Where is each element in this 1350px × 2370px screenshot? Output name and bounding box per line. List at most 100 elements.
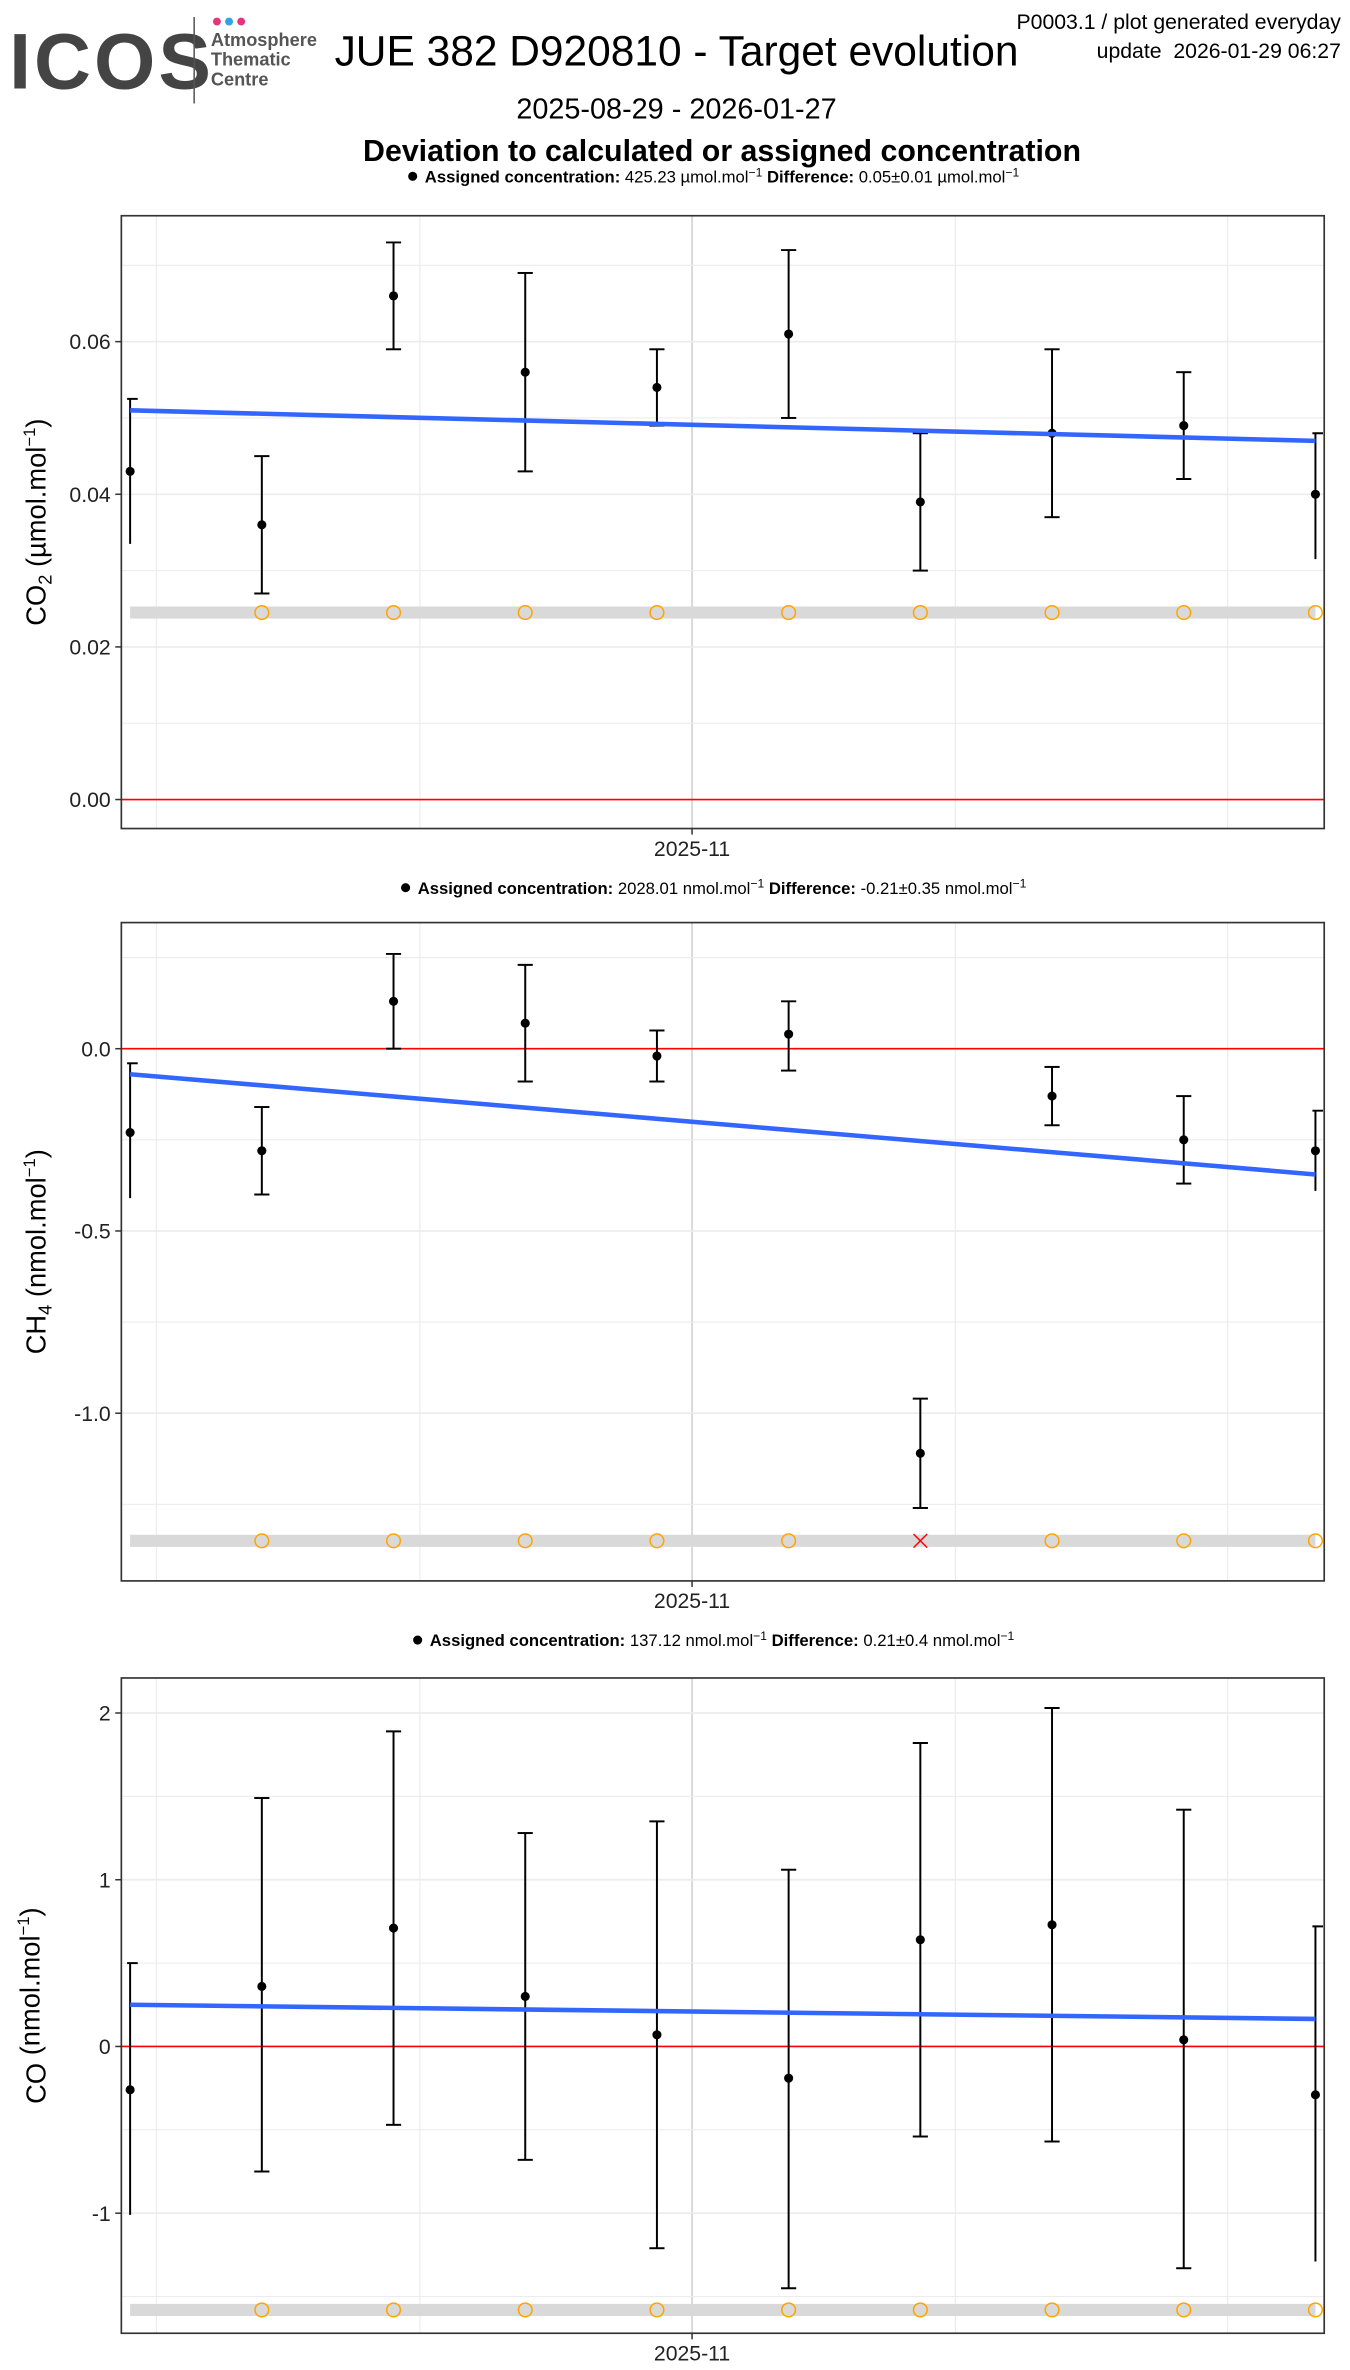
difference-label: Difference: [767, 167, 854, 186]
unit: nmol.mol [933, 1631, 1001, 1650]
data-point [652, 2030, 662, 2040]
unit: nmol.mol [683, 879, 751, 898]
data-point [915, 497, 925, 507]
flag-ok-marker [385, 2302, 402, 2318]
marks [125, 952, 1324, 1549]
plus-minus: ± [899, 879, 908, 898]
plot-area [121, 215, 1325, 829]
marks [125, 241, 1324, 621]
page-title: JUE 382 D920810 - Target evolution [335, 28, 1019, 75]
unit-superscript: −1 [1012, 877, 1026, 891]
difference-uncertainty: 0.35 [908, 879, 940, 898]
species-subscript: 2 [36, 575, 56, 585]
difference-label: Difference: [769, 879, 856, 898]
y-tick-label: 0.00 [69, 789, 110, 812]
data-point [257, 520, 267, 530]
flag-ok-marker [649, 1533, 665, 1549]
unit-close: ) [21, 1149, 52, 1158]
flag-ok-marker [1044, 2302, 1060, 2318]
y-axis-title: CO (nmol.mol−1) [14, 1907, 52, 2103]
data-point [915, 1935, 925, 1945]
species: CH [21, 1315, 52, 1354]
legend-point-icon [401, 883, 411, 893]
unit-close: ) [21, 419, 52, 428]
panel-border [120, 921, 1326, 1582]
logo-dot [212, 17, 221, 26]
trend-line [129, 1071, 1316, 1177]
unit-superscript: −1 [14, 1916, 33, 1935]
flag-ok-marker [912, 2302, 928, 2318]
flag-bad-marker [912, 1533, 928, 1549]
species: CO [21, 2063, 52, 2104]
flag-ok-marker [781, 2302, 797, 2318]
difference-uncertainty: 0.01 [900, 167, 932, 186]
trend-line [130, 408, 1316, 444]
data-point [1310, 1146, 1320, 1156]
flag-ok-marker [1176, 2302, 1192, 2318]
x-tick-label: 2025-11 [654, 838, 730, 861]
data-point [1179, 421, 1189, 431]
data-point [784, 2073, 794, 2083]
flag-ok-marker [254, 2302, 270, 2318]
icos-logo: ICOS Atmosphere Thematic Centre [9, 17, 317, 105]
flag-ok-marker [1176, 1533, 1192, 1549]
plot-area [121, 922, 1325, 1581]
y-axis-title: CO2 (µmol.mol−1) [20, 419, 56, 626]
assigned-label: Assigned concentration: [425, 167, 620, 186]
flag-ok-marker [254, 1533, 270, 1549]
y-axis-title: CH4 (nmol.mol−1) [20, 1149, 56, 1354]
logo-dot [225, 17, 233, 26]
logo-line: Thematic [211, 50, 291, 70]
panel-subtitle: Assigned concentration: 2028.01 nmol.mol… [418, 877, 1027, 898]
info-line-2: update 2026-01-29 06:27 [1097, 40, 1341, 63]
x-tick-label: 2025-11 [654, 2343, 730, 2366]
panel-3: Assigned concentration: 137.12 nmol.mol−… [14, 1629, 1326, 2366]
flag-ok-marker [1176, 604, 1192, 621]
flag-ok-marker [781, 604, 797, 621]
data-point [257, 1981, 267, 1991]
data-point [1179, 2035, 1189, 2045]
data-point [125, 2085, 135, 2095]
data-point [520, 1018, 530, 1028]
flag-ok-marker [517, 604, 533, 621]
data-point [125, 466, 135, 476]
y-tick-label: 0.0 [81, 1038, 111, 1061]
space [21, 567, 52, 575]
flag-ok-marker [517, 2302, 533, 2318]
data-point [652, 1051, 662, 1061]
assigned-label: Assigned concentration: [430, 1631, 625, 1650]
difference-value: 0.21 [863, 1631, 895, 1650]
assigned-value: 425.23 [625, 167, 676, 186]
date-range: 2025-08-29 - 2026-01-27 [516, 94, 836, 126]
panel-border [120, 214, 1326, 830]
panel-subtitle: Assigned concentration: 137.12 nmol.mol−… [430, 1629, 1015, 1650]
legend-point-icon [408, 171, 418, 181]
data-point [257, 1146, 267, 1156]
unit: (µmol.mol [21, 447, 52, 567]
data-point [1179, 1135, 1189, 1145]
flag-ok-marker [517, 1533, 533, 1549]
flag-ok-marker [1044, 604, 1060, 621]
unit-superscript: −1 [20, 428, 39, 447]
data-point [784, 1029, 794, 1039]
unit-close: ) [14, 1907, 45, 1916]
flag-ok-marker [1307, 2302, 1324, 2318]
assigned-value: 2028.01 [618, 879, 678, 898]
flag-ok-marker [385, 1533, 402, 1549]
unit-superscript: −1 [1000, 1629, 1014, 1643]
assigned-value: 137.12 [630, 1631, 681, 1650]
flag-ok-marker [1044, 1533, 1060, 1549]
unit: (nmol.mol [14, 1935, 45, 2055]
difference-uncertainty: 0.4 [905, 1631, 928, 1650]
data-point [125, 1127, 135, 1138]
y-tick-label: 0.02 [69, 636, 110, 659]
data-point [784, 329, 794, 339]
flag-ok-marker [649, 2302, 665, 2318]
data-point [1047, 1920, 1057, 1930]
flag-ok-marker [781, 1533, 797, 1549]
y-tick-label: 0.04 [69, 484, 110, 507]
flag-ok-marker [1307, 1533, 1324, 1549]
flag-ok-marker [1307, 604, 1324, 621]
y-tick-label: 0 [99, 2036, 111, 2059]
